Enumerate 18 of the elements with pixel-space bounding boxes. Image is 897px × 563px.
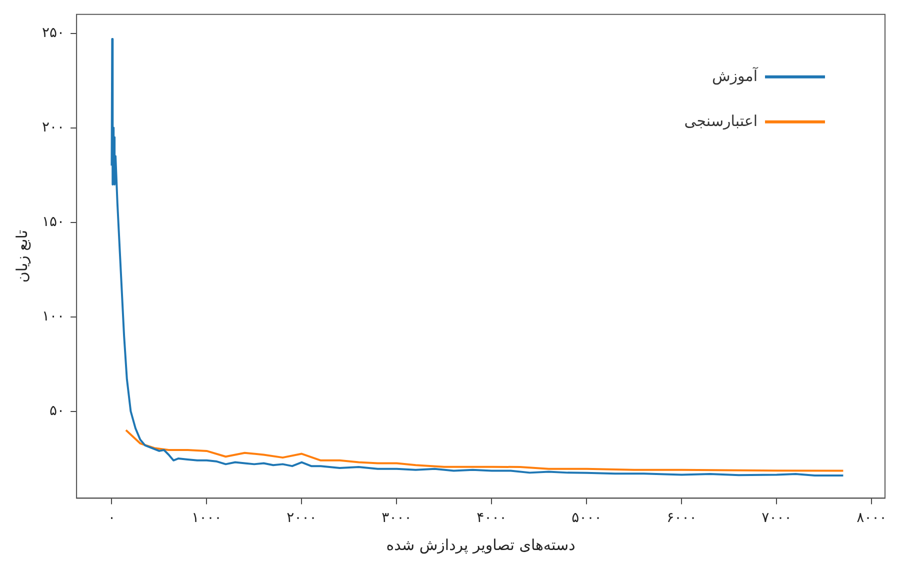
- legend-label: اعتبارسنجی: [684, 112, 758, 130]
- y-tick-label: ۲۵۰: [42, 24, 65, 41]
- y-tick-label: ۵۰: [50, 402, 65, 419]
- x-tick-label: ۷۰۰۰: [762, 510, 792, 526]
- x-tick-label: ۵۰۰۰: [572, 510, 602, 526]
- x-tick-label: ۸۰۰۰: [856, 510, 887, 526]
- x-tick-label: ۰: [108, 510, 116, 526]
- x-tick-label: ۴۰۰۰: [476, 510, 507, 526]
- x-tick-label: ۶۰۰۰: [666, 510, 697, 526]
- y-tick-label: ۲۰۰: [42, 119, 65, 136]
- y-axis-title: تابع زیان: [12, 230, 31, 283]
- y-tick-label: ۱۰۰: [42, 308, 65, 324]
- x-tick-label: ۱۰۰۰: [192, 510, 222, 526]
- y-tick-label: ۱۵۰: [42, 214, 65, 230]
- x-tick-label: ۲۰۰۰: [286, 510, 317, 526]
- x-axis-title: دسته‌های تصاویر پردازش شده: [386, 536, 576, 554]
- x-tick-label: ۳۰۰۰: [382, 510, 412, 526]
- legend-label: آموزش: [712, 66, 758, 85]
